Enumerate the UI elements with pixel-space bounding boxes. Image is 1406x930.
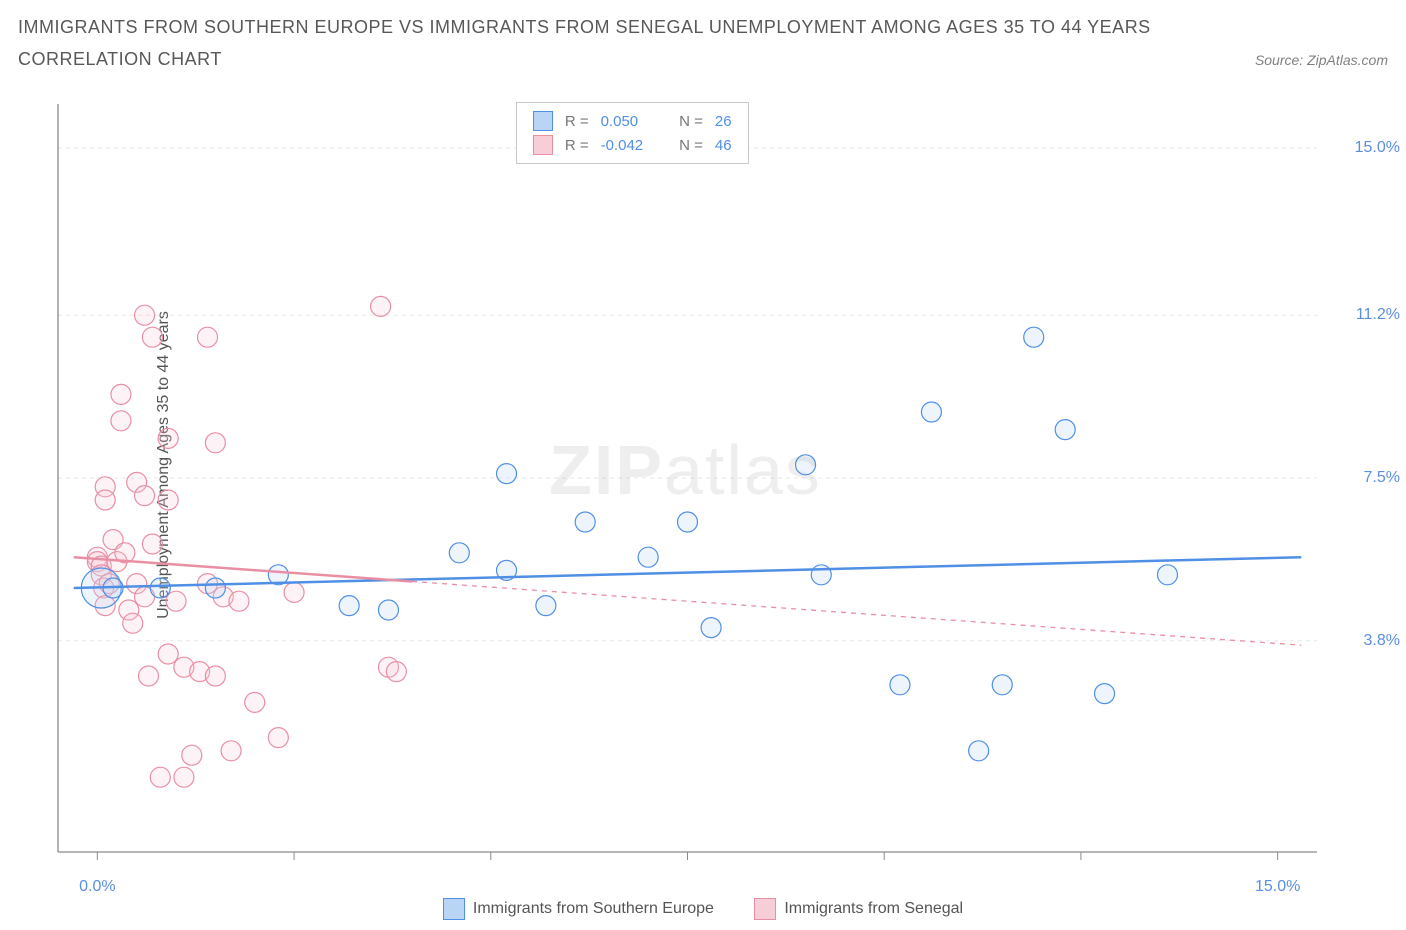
stats-row-series-b: R = -0.042 N = 46 [527,133,738,157]
scatter-chart: ZIPatlas R = 0.050 N = 26 R = -0.042 N =… [50,100,1321,870]
x-min-label: 0.0% [79,878,115,896]
y-tick-label: 3.8% [1364,632,1400,650]
n-label-a: N = [673,109,709,133]
legend-swatch-b-bottom [754,898,776,920]
n-value-a: 26 [709,109,738,133]
chart-svg [50,100,1321,870]
series-legend: Immigrants from Southern Europe Immigran… [0,898,1406,920]
r-label-a: R = [559,109,595,133]
chart-subtitle: CORRELATION CHART [18,49,222,70]
title-block: IMMIGRANTS FROM SOUTHERN EUROPE VS IMMIG… [18,14,1388,70]
chart-title: IMMIGRANTS FROM SOUTHERN EUROPE VS IMMIG… [18,14,1388,41]
n-label-b: N = [673,133,709,157]
y-tick-label: 7.5% [1364,469,1400,487]
legend-swatch-b [533,135,553,155]
source-attribution: Source: ZipAtlas.com [1255,52,1388,68]
source-prefix: Source: [1255,52,1307,68]
stats-legend: R = 0.050 N = 26 R = -0.042 N = 46 [516,102,749,164]
stats-row-series-a: R = 0.050 N = 26 [527,109,738,133]
r-label-b: R = [559,133,595,157]
source-name: ZipAtlas.com [1307,52,1388,68]
y-tick-label: 15.0% [1355,139,1400,157]
n-value-b: 46 [709,133,738,157]
legend-swatch-a [533,111,553,131]
legend-item-b: Immigrants from Senegal [754,900,963,917]
legend-label-b: Immigrants from Senegal [784,900,963,917]
y-tick-label: 11.2% [1356,306,1400,324]
r-value-b: -0.042 [595,133,650,157]
legend-swatch-a-bottom [443,898,465,920]
legend-item-a: Immigrants from Southern Europe [443,900,718,917]
legend-label-a: Immigrants from Southern Europe [473,900,714,917]
r-value-a: 0.050 [595,109,650,133]
x-max-label: 15.0% [1255,878,1300,896]
